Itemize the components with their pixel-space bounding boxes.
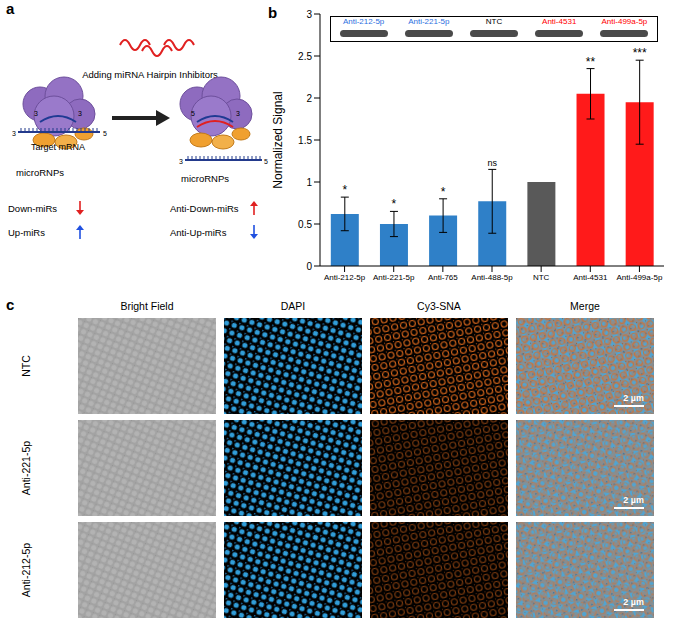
svg-text:*: *: [342, 183, 347, 197]
svg-text:microRNPs: microRNPs: [16, 167, 64, 178]
html-text:Anti-221-5p: Anti-221-5p: [20, 440, 32, 496]
svg-text:Anti-4531: Anti-4531: [573, 273, 608, 282]
svg-text:a: a: [6, 0, 15, 17]
svg-text:Anti-488-5p: Anti-488-5p: [471, 273, 513, 282]
html-text:DAPI: DAPI: [280, 300, 306, 312]
html-text:Merge: Merge: [570, 300, 600, 312]
html-text:Anti-212-5p: Anti-212-5p: [342, 17, 385, 26]
svg-text:Anti-765: Anti-765: [428, 273, 458, 282]
svg-text:1.5: 1.5: [298, 135, 312, 146]
svg-text:Anti-Up-miRs: Anti-Up-miRs: [170, 227, 227, 238]
html-text:NTC: NTC: [20, 355, 32, 377]
svg-text:5: 5: [264, 158, 268, 165]
svg-text:Up-miRs: Up-miRs: [8, 227, 45, 238]
svg-text:*: *: [392, 197, 397, 211]
svg-text:0.5: 0.5: [298, 219, 312, 230]
html-text:Anti-499a-5p: Anti-499a-5p: [601, 17, 648, 26]
svg-text:Adding miRNA Hairpin Inhibitor: Adding miRNA Hairpin Inhibitors: [82, 69, 218, 80]
svg-text:Anti-Down-miRs: Anti-Down-miRs: [170, 203, 239, 214]
svg-text:Down-miRs: Down-miRs: [8, 203, 57, 214]
svg-text:2 µm: 2 µm: [623, 393, 644, 403]
svg-text:Target mRNA: Target mRNA: [31, 142, 85, 152]
svg-text:3: 3: [306, 9, 312, 20]
svg-text:2 µm: 2 µm: [623, 495, 644, 505]
svg-text:1: 1: [306, 177, 312, 188]
svg-text:NTC: NTC: [533, 273, 550, 282]
html-text:c: c: [6, 296, 15, 313]
svg-text:microRNPs: microRNPs: [181, 173, 229, 184]
svg-text:2: 2: [306, 93, 312, 104]
html-text:Cy3-SNA: Cy3-SNA: [417, 300, 461, 312]
svg-text:5: 5: [103, 130, 107, 137]
svg-text:Anti-212-5p: Anti-212-5p: [324, 273, 366, 282]
svg-text:***: ***: [633, 46, 647, 60]
svg-text:Anti-221-5p: Anti-221-5p: [373, 273, 415, 282]
svg-text:ns: ns: [487, 158, 497, 168]
html-text:Anti-4531: Anti-4531: [542, 17, 577, 26]
svg-text:Anti-499a-5p: Anti-499a-5p: [617, 273, 663, 282]
svg-text:3: 3: [34, 110, 38, 117]
svg-text:3: 3: [236, 110, 240, 117]
html-text:Anti-212-5p: Anti-212-5p: [20, 542, 32, 598]
svg-text:*: *: [441, 185, 446, 199]
svg-text:**: **: [586, 55, 596, 69]
html-text:Anti-221-5p: Anti-221-5p: [408, 17, 450, 26]
html-text:Bright Field: Bright Field: [120, 300, 174, 312]
svg-text:3: 3: [179, 158, 183, 165]
svg-text:3: 3: [12, 130, 16, 137]
svg-text:3: 3: [78, 110, 82, 117]
html-text:NTC: NTC: [485, 17, 503, 26]
svg-text:5: 5: [191, 110, 195, 117]
svg-text:Normalized Signal: Normalized Signal: [272, 91, 285, 188]
svg-text:2 µm: 2 µm: [623, 597, 644, 607]
html-text:b: b: [268, 4, 278, 21]
svg-text:2.5: 2.5: [298, 51, 312, 62]
svg-text:0: 0: [306, 261, 312, 272]
